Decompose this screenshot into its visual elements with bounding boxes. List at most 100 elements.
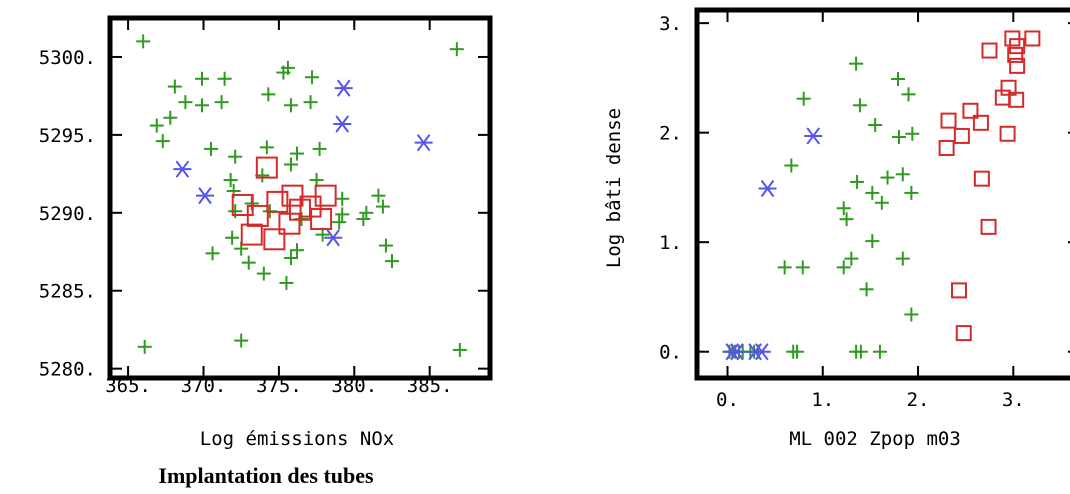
plus-marker [283,98,298,113]
square-marker [999,125,1016,142]
plus-marker [836,201,851,216]
x-tick-label: 385. [407,375,453,397]
square-marker [981,42,998,59]
plus-marker [378,238,393,253]
plus-marker [312,141,327,156]
plus-marker [836,260,851,275]
square-marker [266,190,289,213]
y-tick-label: 1. [659,232,682,254]
plus-marker [449,42,464,57]
plus-marker [217,71,232,86]
square-marker [278,212,301,235]
plus-marker [241,255,256,270]
plus-marker [335,207,350,222]
x-axis-label: ML 002 Zpop m03 [789,428,961,450]
plus-marker [283,251,298,265]
y-tick-label: 3. [659,13,682,35]
plus-marker [853,344,868,359]
y-tick-label: 2. [659,123,682,145]
plus-marker [844,251,859,266]
square-marker [263,228,286,251]
plus-marker [874,195,889,210]
asterisk-marker [804,127,823,145]
square-marker [1024,30,1041,47]
plus-marker [356,212,371,227]
y-tick-label: 5285. [39,281,96,303]
plus-marker [850,174,865,189]
plot-frame [694,7,1070,381]
plus-marker [904,307,919,322]
square-marker [246,204,269,227]
y-tick-label: 5295. [39,125,96,147]
plus-marker [796,91,811,106]
plus-marker [795,260,810,275]
x-tick-label: 3. [1002,389,1025,411]
square-marker [962,102,979,119]
square-marker [951,282,968,299]
plus-marker [259,140,274,155]
x-tick-label: 365. [105,375,151,397]
x-tick-label: 370. [181,375,227,397]
square-marker [938,140,955,156]
plus-marker [225,230,240,245]
y-tick-label: 5290. [39,203,96,225]
plus-marker [872,344,887,359]
plus-marker [359,205,374,220]
plus-marker [228,204,243,219]
square-marker [314,184,337,207]
plus-marker [852,98,867,113]
plus-marker [194,98,209,113]
plus-marker [163,110,178,125]
plus-marker [289,146,304,161]
asterisk-marker [334,79,353,97]
asterisk-marker [324,229,343,247]
square-marker [1009,38,1026,55]
plus-marker [204,141,219,156]
plus-marker [305,70,320,85]
plus-marker [214,95,229,110]
plus-marker [452,342,467,357]
plus-marker [167,79,182,94]
asterisk-marker [414,134,433,152]
plus-marker [901,87,916,102]
plus-marker [868,118,883,132]
square-marker [281,184,304,207]
asterisk-marker [173,160,192,178]
chart-caption: Implantation des tubes [158,463,374,488]
square-marker [955,325,972,342]
plus-marker [155,134,170,149]
plus-marker [261,87,276,102]
plus-marker [149,118,164,133]
plus-marker [136,34,151,49]
plus-marker [234,333,249,348]
asterisk-marker [728,343,747,361]
plus-marker [905,126,920,141]
plus-marker [223,173,238,188]
plus-marker [384,254,399,269]
square-marker [973,170,990,187]
x-axis-label: Log émissions NOx [200,428,394,450]
square-marker [972,114,989,131]
plus-marker [276,65,291,80]
plus-marker [777,260,792,275]
plus-marker [375,199,390,214]
plus-marker [178,95,193,110]
square-marker [240,223,263,246]
plus-marker [279,275,294,290]
plus-marker [891,72,906,86]
square-marker [940,112,957,129]
square-marker [1007,46,1024,63]
square-marker [994,89,1011,106]
x-tick-label: 380. [331,375,377,397]
plus-marker [865,185,880,200]
asterisk-marker [333,115,352,133]
plus-marker [865,234,880,249]
plus-marker [283,157,298,172]
asterisk-marker [758,179,777,198]
plus-marker [332,215,347,230]
x-tick-label: 1. [811,389,834,411]
y-axis-label: Log bâti dense [603,108,625,268]
x-tick-label: 375. [256,375,302,397]
plus-marker [849,56,864,71]
